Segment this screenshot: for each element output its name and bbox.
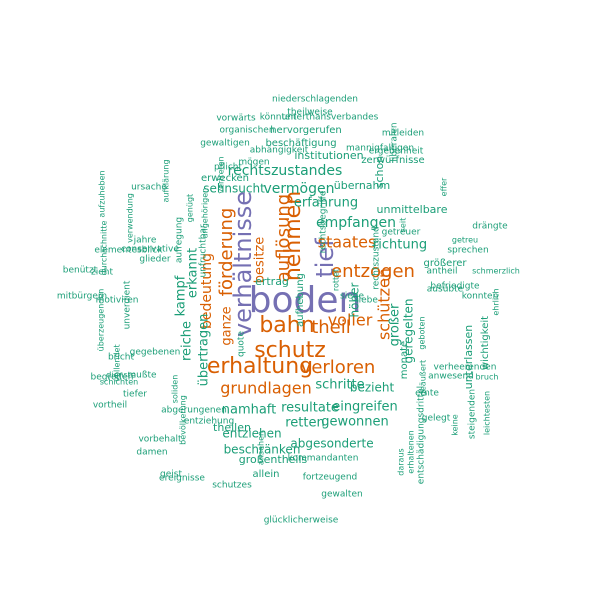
word-grosser: großer (388, 303, 403, 346)
word-leichtesten: leichtesten (483, 391, 492, 435)
word-kommandanten: kommandanten (288, 454, 359, 464)
word-foerderung: förderung (216, 208, 237, 297)
word-abgesonderte: abgesonderte (290, 437, 373, 451)
word-soliden: soliden (171, 375, 180, 404)
word-aufregung: aufregung (175, 217, 185, 263)
word-entschaedigungsdrittel: entschädigungsdrittel (417, 386, 427, 484)
word-rechtszustand: rechtszustand (372, 226, 382, 290)
word-groesserer: größerer (424, 258, 468, 269)
word-ereignisse: ereignisse (159, 474, 205, 484)
word-getreu: getreu (452, 236, 478, 245)
word-tiefer: tiefer (123, 390, 147, 400)
word-reiche: reiche (180, 321, 195, 361)
word-eingreifen: eingreifen (332, 400, 398, 415)
word-erhaltenen: erhaltenen (407, 430, 416, 473)
word-liberalen: liberalen (390, 122, 400, 161)
word-anwesend: anwesend (428, 372, 474, 382)
word-daraus: daraus (397, 448, 406, 475)
word-conservative: conservative (121, 245, 179, 255)
word-angehoerigen: angehörigen (201, 188, 210, 239)
word-effer: effer (440, 177, 449, 196)
word-getreuer: getreuer (382, 228, 421, 238)
word-resultate: resultate (281, 401, 339, 416)
word-grundlagen: grundlagen (220, 379, 312, 398)
word-durchschnitte: durchschnitte (100, 220, 109, 275)
word-ertrag: ertrag (255, 275, 289, 288)
word-entziehung: entziehung (184, 417, 234, 427)
word-mitleiden: mitleiden (382, 129, 424, 139)
word-vorbehalt: vorbehalt (138, 435, 182, 445)
word-geboten: geboten (418, 316, 427, 349)
word-liebe: liebe (356, 296, 378, 306)
word-gegebenen: gegebenen (130, 348, 181, 358)
word-abgerungenen: abgerungenen (161, 406, 227, 416)
word-sprechen: sprechen (447, 246, 488, 256)
word-bruch: bruch (476, 373, 499, 382)
word-bezieht: bezieht (350, 381, 395, 395)
word-ehrlich: ehrlich (492, 288, 501, 315)
word-keine: keine (451, 414, 460, 436)
word-gluecklicherweise: glücklicherweise (264, 516, 339, 526)
word-fortzeugend: fortzeugend (303, 473, 358, 483)
word-vertreten: vertreten (217, 156, 226, 193)
word-befriedigte: befriedigte (430, 282, 480, 292)
word-aufloesung: auflösung (273, 194, 294, 282)
word-aufklaerung: aufklärung (162, 159, 171, 202)
word-bahn: bahn (259, 313, 314, 338)
word-erhaltung: erhaltung (207, 354, 313, 379)
word-vortheil: vortheil (93, 401, 127, 411)
word-hervorgerufen: hervorgerufen (270, 125, 342, 136)
word-schmerzlich: schmerzlich (472, 267, 520, 276)
word-quote: quote (237, 331, 247, 357)
word-draengte: drängte (472, 222, 508, 232)
word-aufzuheben: aufzuheben (98, 170, 107, 217)
word-glieder: glieder (139, 255, 171, 265)
word-damen: damen (136, 448, 167, 458)
word-unmittelbare: unmittelbare (377, 203, 448, 216)
word-gewonnen: gewonnen (321, 415, 389, 430)
word-steigenden: steigenden (468, 389, 478, 439)
word-verwendung: verwendung (126, 193, 135, 243)
word-organischen: organischen (219, 126, 274, 136)
word-uebertragen: übertragen (197, 314, 212, 387)
word-vorwaerts: vorwärts (216, 114, 256, 124)
word-f: f (299, 296, 302, 305)
word-niederschlagenden: niederschlagenden (272, 95, 358, 105)
word-allein: allein (253, 469, 280, 480)
word-abhaengigkeit: abhängigkeit (250, 146, 309, 156)
word-ansehen: ansehen (257, 431, 266, 465)
word-gewalten: gewalten (321, 490, 362, 500)
word-mannigfaltigen: mannigfaltigen (346, 144, 414, 154)
word-gewaltigen: gewaltigen (200, 139, 250, 149)
word-moegen: mögen (238, 158, 269, 168)
word-genuegt: genügt (186, 194, 195, 222)
word-rechtsbegriffe: rechtsbegriffe (319, 190, 329, 253)
word-schutzes: schutzes (212, 481, 252, 491)
word-retten: retten (285, 416, 325, 431)
word-monate: monate (399, 341, 410, 379)
word-ganze: ganze (220, 306, 235, 345)
word-verloren: verloren (301, 357, 376, 378)
word-rottet: rottet (332, 269, 341, 291)
word-namhaft: namhaft (222, 403, 277, 418)
word-unverdient: unverdient (123, 280, 133, 329)
word-theilweise: theilweise (287, 108, 333, 118)
word-begreifen: begreifen (91, 373, 134, 383)
